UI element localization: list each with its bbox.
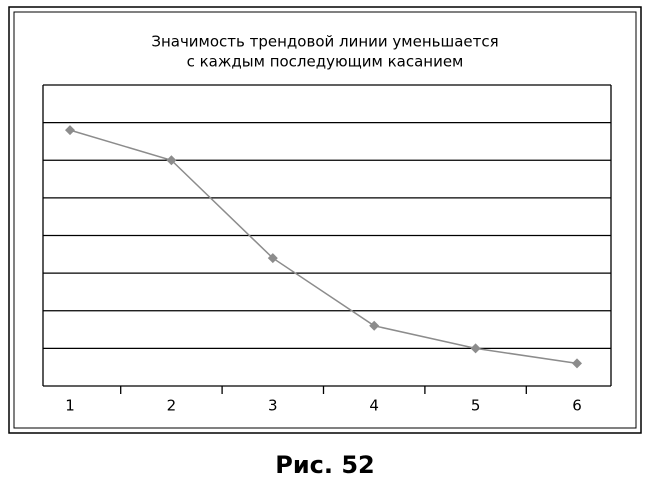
data-point [572, 358, 582, 369]
chart-title: с каждым последующим касанием [187, 53, 464, 71]
outer-frame [8, 6, 642, 434]
data-point [65, 125, 75, 136]
data-line [69, 129, 578, 365]
caption: Рис. 52 [275, 451, 375, 479]
x-tick-label: 4 [369, 397, 379, 415]
data-point [470, 343, 481, 354]
inner-frame [13, 11, 637, 429]
data-point [369, 320, 380, 331]
x-tick-label: 2 [167, 397, 177, 415]
x-tick-label: 1 [65, 397, 75, 415]
x-tick-label: 3 [268, 397, 278, 415]
chart-title: Значимость трендовой линии уменьшается [151, 33, 498, 51]
x-tick-label: 6 [572, 397, 582, 415]
x-tick-label: 5 [471, 397, 481, 415]
data-point [166, 155, 177, 166]
data-point [267, 253, 278, 264]
